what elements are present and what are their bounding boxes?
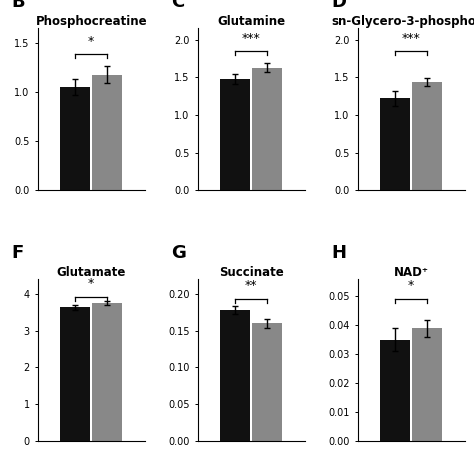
Text: *: * (88, 277, 94, 291)
Bar (412, 82, 442, 190)
Text: ***: *** (242, 32, 261, 45)
Bar (412, 328, 442, 441)
Text: *: * (88, 35, 94, 48)
Bar (92, 74, 122, 190)
Text: C: C (171, 0, 184, 11)
Bar (92, 303, 122, 441)
Bar (60, 308, 90, 441)
Text: G: G (171, 244, 186, 262)
Bar (252, 323, 282, 441)
Text: H: H (331, 244, 346, 262)
Text: ***: *** (402, 32, 420, 45)
Bar (60, 87, 90, 190)
Bar (220, 310, 250, 441)
Text: *: * (408, 279, 414, 292)
Title: Glutamate: Glutamate (56, 266, 126, 279)
Title: Succinate: Succinate (219, 266, 283, 279)
Title: Glutamine: Glutamine (217, 16, 285, 28)
Bar (380, 99, 410, 190)
Title: NAD⁺: NAD⁺ (394, 266, 428, 279)
Text: F: F (11, 244, 24, 262)
Title: Phosphocreatine: Phosphocreatine (36, 16, 147, 28)
Bar (220, 79, 250, 190)
Text: B: B (11, 0, 25, 11)
Title: sn-Glycero-3-phosphoch: sn-Glycero-3-phosphoch (331, 16, 474, 28)
Text: **: ** (245, 279, 257, 292)
Bar (252, 68, 282, 190)
Bar (380, 340, 410, 441)
Text: D: D (331, 0, 346, 11)
